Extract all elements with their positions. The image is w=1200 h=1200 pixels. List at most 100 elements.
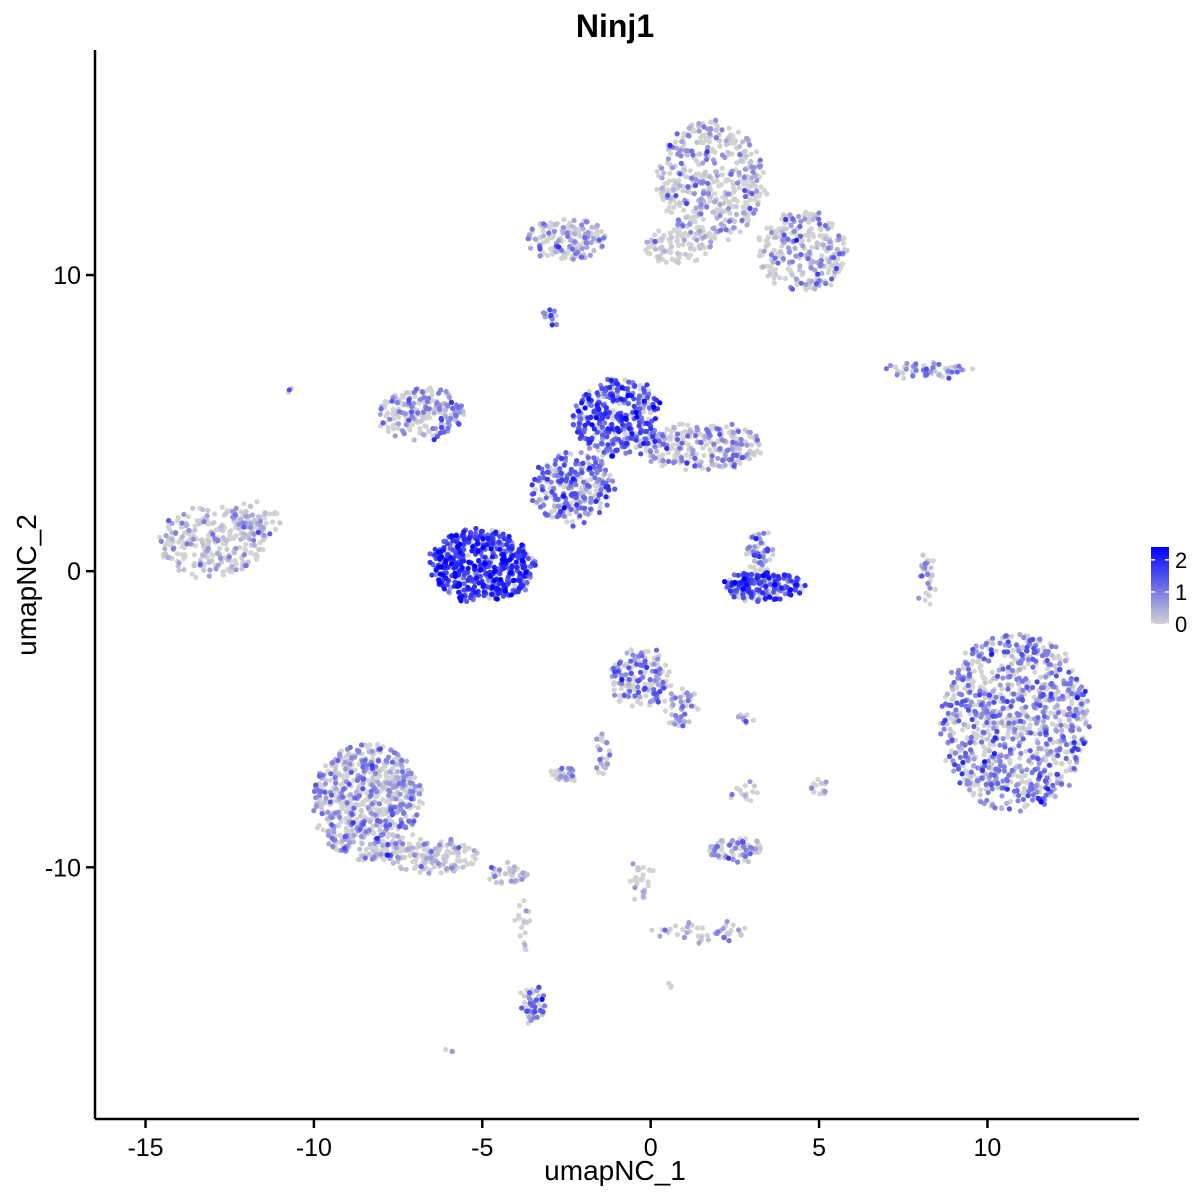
cell-point	[546, 230, 552, 236]
cell-point	[430, 425, 436, 432]
cell-point	[746, 544, 753, 550]
cell-point	[808, 278, 814, 285]
cell-point	[823, 779, 829, 785]
cell-point	[809, 244, 815, 250]
cell-point	[390, 422, 396, 428]
cell-point	[576, 425, 582, 431]
cell-point	[1066, 669, 1072, 675]
cell-point	[582, 235, 588, 241]
cell-point	[431, 864, 437, 870]
cell-point	[1042, 704, 1048, 710]
cell-point	[640, 893, 646, 899]
cell-point	[443, 389, 449, 395]
cell-point	[496, 867, 503, 873]
cell-point	[634, 661, 640, 667]
cell-point	[425, 428, 431, 434]
cell-point	[354, 777, 360, 784]
cell-point	[610, 478, 616, 484]
cell-point	[417, 791, 423, 797]
cell-point	[175, 514, 181, 521]
cell-point	[970, 792, 977, 798]
cell-point	[522, 930, 528, 936]
cell-point	[544, 238, 550, 244]
cell-point	[1011, 720, 1017, 726]
cell-point	[626, 665, 632, 671]
cell-point	[731, 225, 737, 231]
cell-point	[972, 708, 978, 714]
cell-point	[684, 930, 690, 936]
cell-point	[176, 567, 182, 573]
cell-point	[401, 431, 407, 437]
cell-point	[1019, 779, 1025, 785]
cell-point	[655, 656, 661, 662]
cell-point	[563, 450, 569, 456]
cell-point	[985, 789, 991, 796]
cell-point	[594, 765, 600, 771]
cell-point	[956, 363, 962, 369]
cell-point	[448, 836, 454, 842]
cell-point	[553, 312, 559, 319]
cell-point	[637, 694, 643, 700]
cell-point	[424, 399, 430, 405]
cell-point	[823, 236, 829, 242]
cell-point	[1009, 661, 1015, 667]
cell-point	[377, 828, 383, 834]
cell-point	[419, 800, 425, 806]
cell-point	[357, 826, 363, 832]
cell-point	[713, 127, 719, 133]
cell-point	[665, 449, 671, 456]
cell-point	[240, 520, 246, 526]
cell-point	[570, 246, 576, 252]
cell-point	[685, 698, 691, 704]
cell-point	[748, 798, 754, 804]
cell-point	[329, 835, 335, 842]
cell-point	[367, 742, 373, 748]
cell-point	[230, 508, 236, 515]
cell-point	[637, 406, 643, 412]
cell-point	[376, 801, 383, 807]
cell-point	[407, 802, 413, 808]
cell-point	[836, 233, 842, 239]
cell-point	[712, 199, 718, 205]
cell-point	[979, 644, 985, 650]
cell-point	[374, 789, 380, 795]
cell-point	[568, 451, 574, 457]
cell-point	[604, 761, 611, 767]
cell-point	[336, 772, 342, 778]
cell-point	[1017, 631, 1023, 638]
cell-point	[405, 846, 411, 852]
cell-point	[335, 758, 341, 764]
cell-point	[991, 772, 997, 778]
cell-point	[726, 205, 732, 212]
cell-point	[568, 223, 575, 229]
cell-point	[1004, 778, 1011, 784]
cell-point	[532, 236, 539, 242]
cell-point	[374, 817, 381, 824]
cell-point	[599, 436, 606, 442]
cell-point	[705, 180, 711, 186]
cell-point	[258, 524, 264, 530]
cell-point	[588, 240, 594, 246]
cell-point	[386, 792, 392, 799]
cell-point	[656, 228, 662, 234]
cell-point	[714, 173, 720, 179]
cell-point	[719, 172, 725, 178]
cell-point	[347, 744, 353, 751]
cell-point	[578, 416, 584, 422]
cell-point	[785, 236, 791, 242]
cell-point	[176, 560, 182, 566]
cell-point	[632, 657, 638, 663]
cell-point	[768, 252, 775, 258]
cell-point	[668, 209, 675, 215]
data-points	[157, 117, 1092, 1055]
cell-point	[318, 788, 324, 795]
cell-point	[345, 751, 352, 757]
cell-point	[729, 421, 735, 427]
cell-point	[567, 471, 573, 477]
cell-point	[247, 524, 254, 531]
cell-point	[719, 437, 726, 443]
cell-point	[1069, 691, 1075, 697]
cell-point	[773, 234, 779, 240]
cell-point	[1049, 670, 1055, 676]
cell-point	[738, 436, 744, 443]
